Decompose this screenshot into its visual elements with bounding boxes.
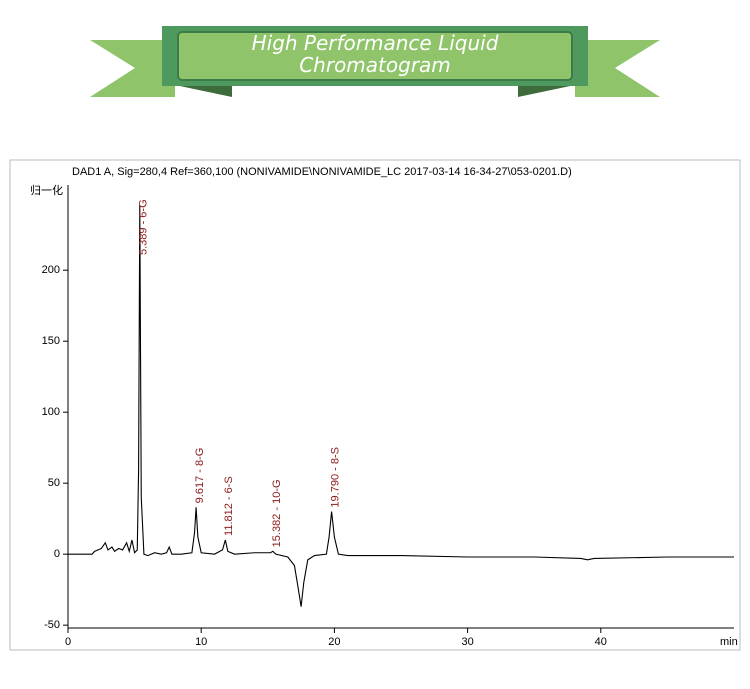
- peak-label: 5.389 - 6-G: [138, 199, 150, 255]
- chart-subtitle: DAD1 A, Sig=280,4 Ref=360,100 (NONIVAMID…: [72, 166, 572, 178]
- y-axis-label: 归一化: [30, 183, 63, 197]
- y-tick-label: 200: [42, 264, 60, 276]
- peak-label: 9.617 - 8-G: [194, 448, 206, 504]
- y-tick-label: 150: [42, 335, 60, 347]
- x-tick-label: 0: [65, 636, 71, 648]
- y-tick-label: 50: [48, 477, 60, 489]
- chart-frame: [9, 159, 741, 651]
- x-tick-label: 40: [595, 636, 607, 648]
- x-tick-label: 10: [195, 636, 207, 648]
- peak-label: 11.812 - 6-S: [223, 476, 235, 536]
- chart-title: High Performance Liquid Chromatogram: [251, 31, 499, 77]
- ribbon-fold: [518, 85, 575, 97]
- ribbon-right: [575, 40, 660, 97]
- x-axis-label: min: [720, 636, 738, 648]
- peak-label: 19.790 - 8-S: [330, 447, 342, 508]
- trace: [68, 204, 734, 607]
- x-tick-label: 30: [461, 636, 473, 648]
- ribbon-left: [90, 40, 175, 97]
- banner-inner: [177, 31, 573, 81]
- peak-label: 15.382 - 10-G: [271, 479, 283, 547]
- banner: [90, 26, 660, 97]
- y-tick-label: 0: [54, 548, 60, 560]
- ribbon-fold: [175, 85, 232, 97]
- y-tick-label: 100: [42, 406, 60, 418]
- y-tick-label: -50: [44, 619, 60, 631]
- x-tick-label: 20: [328, 636, 340, 648]
